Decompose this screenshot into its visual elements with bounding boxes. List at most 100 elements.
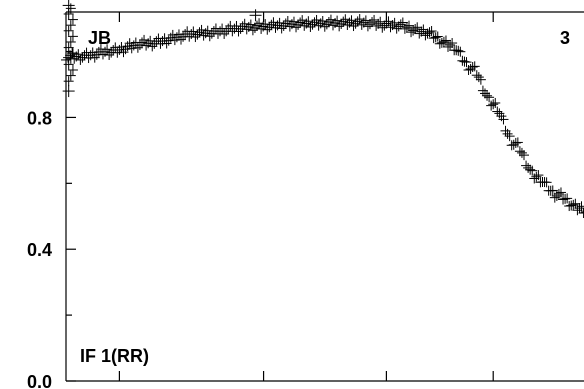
data-point: [547, 185, 558, 196]
data-point: [270, 22, 281, 33]
data-point: [334, 21, 345, 32]
data-point: [434, 38, 445, 49]
data-point: [167, 29, 178, 40]
data-point: [124, 38, 135, 49]
data-point: [424, 27, 435, 38]
data-point: [192, 29, 203, 40]
data-point: [75, 54, 86, 65]
data-point: [395, 19, 406, 30]
data-point: [486, 100, 497, 111]
data-point: [350, 18, 361, 29]
data-point: [190, 32, 201, 43]
data-point: [67, 48, 78, 59]
data-point: [241, 24, 252, 35]
data-point: [321, 19, 332, 30]
data-point: [198, 30, 209, 41]
data-point: [356, 19, 367, 30]
data-point: [141, 40, 152, 51]
data-point: [440, 35, 451, 46]
data-point: [62, 85, 75, 98]
axis-ticks: 0.8 0.4 0.0: [27, 12, 494, 389]
data-point: [379, 20, 390, 31]
data-point: [451, 45, 462, 56]
data-point: [482, 90, 493, 101]
data-point: [479, 88, 490, 99]
data-point: [307, 19, 318, 30]
data-point: [63, 76, 74, 87]
data-point: [204, 31, 215, 42]
data-point: [555, 187, 566, 198]
data-point: [445, 39, 456, 50]
data-point: [436, 37, 447, 48]
data-point: [523, 162, 534, 173]
data-point: [401, 22, 412, 33]
data-point: [369, 14, 380, 25]
data-point: [461, 57, 472, 68]
data-point: [67, 14, 78, 25]
data-point: [465, 63, 476, 74]
data-point: [63, 59, 74, 70]
data-point: [447, 38, 458, 49]
data-point: [67, 64, 78, 75]
data-point: [473, 72, 484, 83]
data-point: [541, 177, 552, 188]
data-point: [186, 29, 197, 40]
data-point: [469, 61, 480, 72]
data-point: [488, 99, 499, 110]
data-point: [62, 0, 75, 12]
data-point: [278, 20, 289, 31]
data-point: [574, 203, 584, 214]
data-point: [65, 36, 76, 47]
data-point: [132, 42, 143, 53]
data-point: [63, 42, 74, 53]
data-point: [256, 23, 267, 34]
data-point: [249, 9, 262, 22]
data-point: [67, 31, 78, 42]
data-point: [85, 50, 96, 61]
data-point: [319, 21, 330, 32]
data-point: [97, 49, 108, 60]
data-point: [134, 40, 145, 51]
data-point: [525, 164, 536, 175]
data-point: [510, 137, 521, 148]
data-point: [576, 201, 584, 212]
data-point: [264, 22, 275, 33]
data-point: [176, 34, 187, 45]
data-point: [393, 21, 404, 32]
data-point: [235, 23, 246, 34]
data-point: [61, 54, 71, 65]
data-point: [249, 22, 260, 33]
data-point: [494, 108, 505, 119]
data-point: [467, 62, 478, 73]
corner-label-right: 3: [560, 28, 570, 48]
data-point: [412, 22, 423, 33]
data-point: [342, 19, 353, 30]
data-point: [471, 70, 482, 81]
data-point: [428, 33, 439, 44]
data-point: [508, 139, 519, 150]
data-point: [65, 20, 76, 31]
data-point: [455, 46, 466, 57]
data-point: [430, 32, 441, 43]
data-point: [521, 160, 532, 171]
data-point: [566, 200, 577, 211]
data-point: [63, 52, 74, 63]
data-point: [348, 21, 359, 32]
data-point: [65, 53, 76, 64]
data-point: [568, 199, 579, 210]
data-point: [438, 36, 449, 47]
data-point: [305, 21, 316, 32]
data-markers: [61, 0, 584, 219]
y-tick-label: 0.0: [27, 372, 52, 389]
data-point: [63, 25, 74, 36]
data-point: [527, 165, 538, 176]
data-point: [276, 23, 287, 34]
data-point: [570, 198, 581, 209]
axes-frame: [65, 11, 584, 382]
data-point: [403, 20, 414, 31]
data-point: [233, 26, 244, 37]
data-point: [422, 28, 433, 39]
data-point: [313, 20, 324, 31]
data-point: [484, 92, 495, 103]
data-point: [291, 22, 302, 33]
